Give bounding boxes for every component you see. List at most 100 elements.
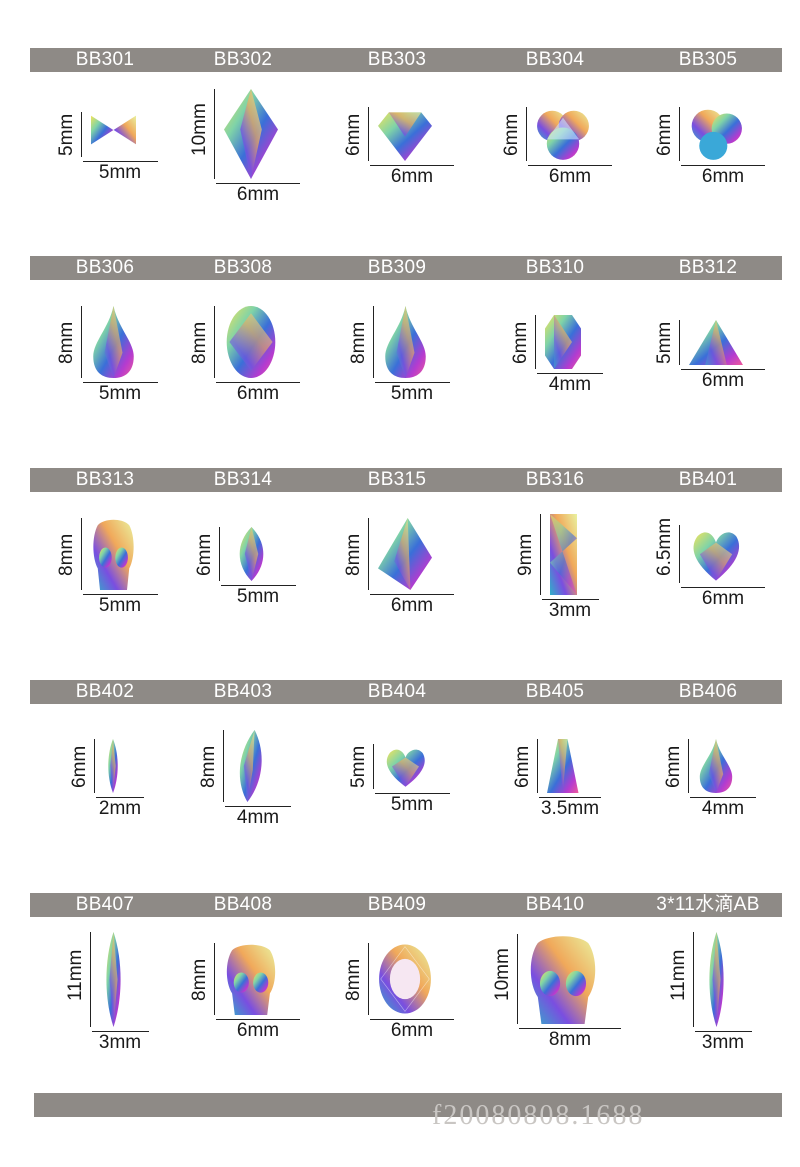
- width-measure-line: [519, 1028, 621, 1029]
- rhinestone-navette-image: [105, 931, 121, 1027]
- width-measure-line: [82, 382, 158, 383]
- height-measure-line: [537, 739, 539, 793]
- width-measure-line: [216, 382, 300, 383]
- width-measure-line: [539, 797, 601, 798]
- product-code: BB403: [213, 681, 273, 702]
- rhinestone-navette-image: [108, 739, 118, 793]
- width-measure-line: [216, 183, 300, 184]
- rhinestone-triangle-image: [689, 319, 743, 365]
- height-label: 8mm: [343, 533, 364, 576]
- width-label: 4mm: [548, 374, 592, 395]
- height-label: 6mm: [193, 533, 215, 576]
- row-band: [30, 468, 782, 492]
- height-label: 8mm: [189, 321, 210, 364]
- height-label: 10mm: [189, 103, 210, 156]
- width-label: 8mm: [548, 1029, 592, 1050]
- width-measure-line: [528, 165, 612, 166]
- height-measure-line: [223, 730, 224, 802]
- product-code: BB308: [213, 257, 273, 278]
- height-label: 6mm: [343, 113, 364, 156]
- product-code: BB316: [525, 469, 585, 490]
- rhinestone-skull-image: [530, 936, 596, 1024]
- product-code: 3*11水滴AB: [656, 894, 760, 915]
- width-label: 3mm: [548, 599, 592, 621]
- watermark: f20080808.1688: [432, 1100, 645, 1131]
- product-code: BB410: [525, 894, 585, 915]
- height-measure-line: [526, 107, 527, 161]
- rhinestone-octagon-image: [545, 315, 581, 369]
- width-label: 5mm: [98, 595, 142, 616]
- width-measure-line: [681, 165, 765, 166]
- product-code: BB309: [367, 257, 427, 278]
- product-code: BB303: [367, 49, 427, 70]
- rhinestone-baguette-image: [549, 513, 577, 595]
- rhinestone-round-image: [379, 944, 431, 1014]
- height-label: 6mm: [501, 113, 522, 156]
- width-label: 6mm: [236, 383, 280, 404]
- width-label: 6mm: [390, 1020, 434, 1041]
- width-label: 5mm: [390, 793, 434, 815]
- rhinestone-drop-image: [699, 739, 733, 793]
- height-label: 6mm: [510, 321, 531, 364]
- height-label: 10mm: [492, 948, 513, 1001]
- product-code: BB304: [525, 49, 585, 70]
- height-measure-line: [679, 524, 680, 584]
- product-code: BB301: [75, 49, 135, 70]
- height-label: 6mm: [663, 745, 684, 788]
- width-label: 6mm: [701, 369, 745, 391]
- rhinestone-trapezoid-image: [547, 739, 579, 793]
- width-measure-line: [374, 792, 450, 794]
- rhinestone-diamond-image: [378, 112, 432, 161]
- width-label: 2mm: [98, 798, 142, 819]
- width-label: 6mm: [701, 166, 745, 187]
- width-measure-line: [541, 598, 599, 600]
- product-code: BB302: [213, 49, 273, 70]
- width-measure-line: [690, 797, 756, 798]
- height-measure-line: [368, 107, 369, 161]
- width-label: 6mm: [701, 588, 745, 610]
- width-label: 6mm: [390, 166, 434, 187]
- product-code: BB315: [367, 469, 427, 490]
- width-measure-line: [370, 594, 454, 595]
- height-measure-line: [368, 518, 369, 590]
- width-measure-line: [374, 382, 450, 383]
- width-label: 3mm: [98, 1031, 142, 1053]
- width-label: 6mm: [236, 1020, 280, 1041]
- height-label: 8mm: [343, 958, 364, 1001]
- product-code: BB305: [678, 49, 738, 70]
- height-measure-line: [679, 107, 680, 161]
- width-label: 6mm: [236, 184, 280, 205]
- height-label: 11mm: [667, 949, 689, 1001]
- rhinestone-skull-image: [226, 944, 276, 1015]
- product-code: BB306: [75, 257, 135, 278]
- rhinestone-rhombus-image: [224, 89, 278, 179]
- height-measure-line: [214, 89, 215, 179]
- rhinestone-navette-image: [708, 931, 724, 1027]
- height-label: 5mm: [654, 321, 675, 364]
- width-measure-line: [216, 1019, 300, 1020]
- height-measure-line: [214, 943, 215, 1015]
- rhinestone-kite-image: [378, 518, 432, 590]
- height-measure-line: [80, 111, 82, 157]
- width-label: 6mm: [548, 166, 592, 187]
- width-measure-line: [370, 1019, 454, 1020]
- width-label: 4mm: [236, 807, 280, 828]
- rhinestone-flower-image: [537, 110, 589, 160]
- product-code: BB406: [678, 681, 738, 702]
- width-measure-line: [82, 160, 158, 162]
- product-code: BB409: [367, 894, 427, 915]
- row-band: [30, 256, 782, 280]
- height-measure-line: [94, 739, 95, 793]
- height-measure-line: [688, 739, 689, 793]
- height-label: 8mm: [198, 745, 219, 788]
- height-measure-line: [80, 306, 82, 378]
- height-label: 8mm: [55, 321, 77, 364]
- height-measure-line: [679, 319, 680, 365]
- height-measure-line: [218, 527, 220, 581]
- height-label: 8mm: [55, 533, 77, 576]
- height-measure-line: [517, 934, 518, 1024]
- product-code: BB405: [525, 681, 585, 702]
- height-measure-line: [368, 943, 369, 1015]
- product-code: BB310: [525, 257, 585, 278]
- rhinestone-navette-image: [239, 527, 263, 581]
